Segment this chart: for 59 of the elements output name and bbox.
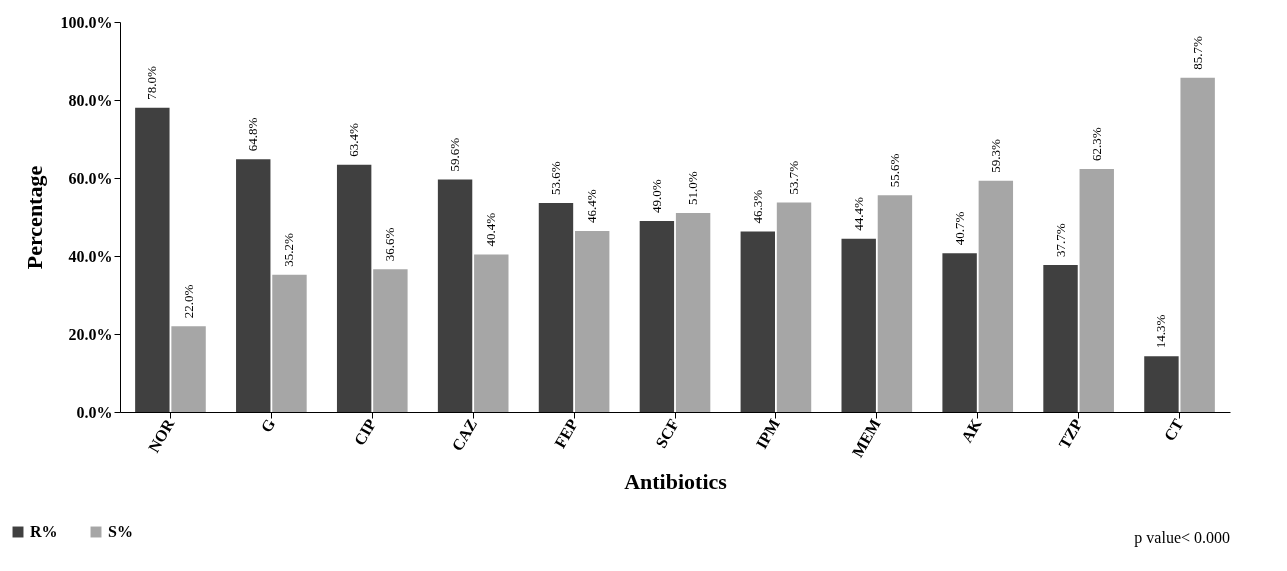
x-tick-label: AK [957,415,985,446]
data-label: 59.6% [447,137,463,172]
data-label: 49.0% [648,179,664,213]
x-tick-label: CIP [350,415,380,449]
data-label: 40.7% [951,211,967,246]
data-label: 59.3% [987,138,1003,173]
y-tick-label: 40.0% [68,247,113,265]
bar [978,180,1014,412]
bar [538,202,574,412]
data-label: 46.4% [584,189,600,224]
x-tick-label: G [257,415,279,436]
data-label: 14.3% [1153,314,1169,349]
data-label: 62.3% [1088,127,1104,162]
data-label: 64.8% [245,117,261,152]
bar [1043,264,1078,412]
bar [1144,356,1179,412]
data-label: 53.6% [547,161,563,195]
bar [135,107,170,412]
bar [437,179,473,412]
bar [272,274,307,412]
data-label: 37.7% [1052,223,1068,257]
bar [740,231,775,412]
bar [776,202,812,412]
data-label: 22.0% [180,284,196,319]
data-label: 63.4% [346,122,362,157]
bar [336,164,372,412]
data-label: 78.0% [144,66,160,100]
y-tick-label: 100.0% [60,13,113,31]
bar [675,213,711,412]
legend-label: R% [30,523,58,540]
y-tick-label: 80.0% [68,91,113,109]
y-tick-label: 60.0% [68,169,113,187]
x-axis-title: Antibiotics [624,468,728,494]
data-label: 44.4% [850,197,866,231]
data-label: 46.3% [749,189,765,224]
y-tick-label: 0.0% [76,403,113,421]
x-tick-label: CT [1160,415,1187,444]
bar [639,220,675,412]
bar [841,238,876,412]
bar [474,254,509,412]
bar [575,231,610,412]
data-label: 85.7% [1189,36,1205,70]
bar [877,195,913,412]
text: p value< 0.000 [1134,529,1230,547]
bar [1079,169,1114,412]
data-label: 53.7% [786,160,802,195]
bar [171,326,206,412]
data-label: 40.4% [483,212,499,247]
bar [373,269,408,412]
bar [942,253,977,412]
data-label: 51.0% [685,171,701,206]
data-label: 55.6% [886,153,902,188]
data-label: 35.2% [281,232,297,267]
y-axis-title: Percentage [21,165,47,270]
legend-label: S% [108,523,133,540]
bar [1180,77,1215,412]
y-tick-label: 20.0% [68,325,113,343]
bar [236,159,271,412]
data-label: 36.6% [382,227,398,262]
